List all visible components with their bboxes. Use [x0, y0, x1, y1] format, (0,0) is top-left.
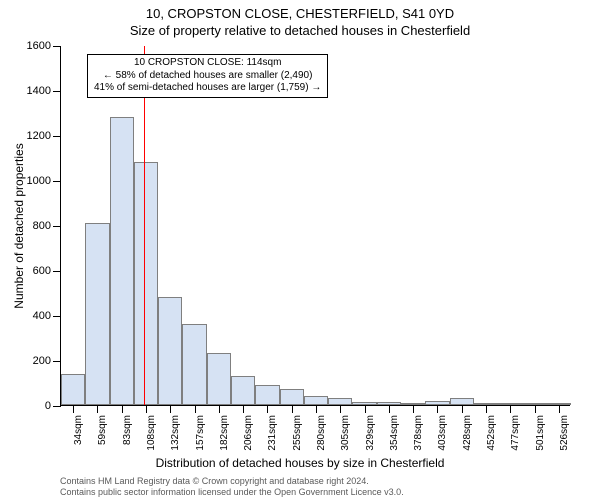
x-tick-label: 501sqm — [535, 415, 546, 451]
x-tick-label: 108sqm — [146, 415, 157, 451]
x-tick — [462, 405, 463, 413]
x-tick — [510, 405, 511, 413]
x-tick — [122, 405, 123, 413]
y-tick-label: 1400 — [27, 85, 51, 97]
y-tick-label: 600 — [33, 265, 51, 277]
y-tick — [53, 406, 61, 407]
x-tick-label: 329sqm — [365, 415, 376, 451]
x-tick — [219, 405, 220, 413]
x-tick — [73, 405, 74, 413]
y-tick — [53, 361, 61, 362]
x-tick — [195, 405, 196, 413]
x-tick — [97, 405, 98, 413]
annotation-line: ← 58% of detached houses are smaller (2,… — [94, 70, 321, 83]
histogram-bar — [134, 162, 158, 405]
chart-area: 0200400600800100012001400160034sqm59sqm8… — [60, 46, 570, 406]
x-tick — [559, 405, 560, 413]
x-tick — [389, 405, 390, 413]
plot-region: 0200400600800100012001400160034sqm59sqm8… — [60, 46, 570, 406]
x-tick — [267, 405, 268, 413]
y-axis-label: Number of detached properties — [12, 143, 26, 308]
chart-title-line2: Size of property relative to detached ho… — [0, 23, 600, 40]
footer-line2: Contains public sector information licen… — [60, 487, 404, 498]
x-tick-label: 132sqm — [170, 415, 181, 451]
x-tick — [292, 405, 293, 413]
x-tick-label: 280sqm — [316, 415, 327, 451]
histogram-bar — [255, 385, 279, 405]
y-tick-label: 400 — [33, 310, 51, 322]
x-tick — [413, 405, 414, 413]
annotation-line: 10 CROPSTON CLOSE: 114sqm — [94, 57, 321, 70]
x-tick — [437, 405, 438, 413]
histogram-bar — [85, 223, 109, 405]
histogram-bar — [280, 389, 304, 405]
x-tick-label: 83sqm — [122, 415, 133, 445]
x-tick — [365, 405, 366, 413]
y-tick-label: 1600 — [27, 40, 51, 52]
reference-line — [144, 46, 145, 405]
y-tick — [53, 271, 61, 272]
footer-line1: Contains HM Land Registry data © Crown c… — [60, 476, 404, 487]
y-tick-label: 1000 — [27, 175, 51, 187]
x-tick-label: 34sqm — [73, 415, 84, 445]
x-tick-label: 157sqm — [195, 415, 206, 451]
histogram-bar — [182, 324, 206, 405]
annotation-box: 10 CROPSTON CLOSE: 114sqm← 58% of detach… — [87, 54, 328, 98]
x-tick-label: 354sqm — [389, 415, 400, 451]
y-tick — [53, 316, 61, 317]
histogram-bar — [207, 353, 231, 405]
x-tick — [170, 405, 171, 413]
x-tick-label: 182sqm — [219, 415, 230, 451]
histogram-bar — [110, 117, 134, 405]
y-tick-label: 0 — [45, 400, 51, 412]
x-axis-label: Distribution of detached houses by size … — [0, 456, 600, 470]
chart-title-line1: 10, CROPSTON CLOSE, CHESTERFIELD, S41 0Y… — [0, 6, 600, 23]
footer-attribution: Contains HM Land Registry data © Crown c… — [60, 476, 404, 498]
histogram-bar — [328, 398, 352, 405]
y-tick-label: 800 — [33, 220, 51, 232]
x-tick-label: 378sqm — [413, 415, 424, 451]
x-tick — [146, 405, 147, 413]
histogram-bar — [231, 376, 255, 405]
y-tick — [53, 91, 61, 92]
x-tick — [535, 405, 536, 413]
x-tick-label: 206sqm — [243, 415, 254, 451]
y-tick-label: 200 — [33, 355, 51, 367]
x-tick-label: 403sqm — [437, 415, 448, 451]
histogram-bar — [450, 398, 474, 405]
x-tick-label: 255sqm — [292, 415, 303, 451]
x-tick-label: 428sqm — [462, 415, 473, 451]
x-tick-label: 231sqm — [267, 415, 278, 451]
chart-title-block: 10, CROPSTON CLOSE, CHESTERFIELD, S41 0Y… — [0, 0, 600, 40]
y-tick-label: 1200 — [27, 130, 51, 142]
x-tick-label: 59sqm — [97, 415, 108, 445]
y-tick — [53, 46, 61, 47]
x-tick-label: 477sqm — [510, 415, 521, 451]
histogram-bar — [61, 374, 85, 406]
x-tick — [243, 405, 244, 413]
x-tick — [316, 405, 317, 413]
y-tick — [53, 226, 61, 227]
y-tick — [53, 136, 61, 137]
x-tick — [486, 405, 487, 413]
histogram-bar — [158, 297, 182, 405]
histogram-bar — [304, 396, 328, 405]
x-tick — [340, 405, 341, 413]
x-tick-label: 305sqm — [340, 415, 351, 451]
annotation-line: 41% of semi-detached houses are larger (… — [94, 82, 321, 95]
y-tick — [53, 181, 61, 182]
x-tick-label: 452sqm — [486, 415, 497, 451]
x-tick-label: 526sqm — [559, 415, 570, 451]
